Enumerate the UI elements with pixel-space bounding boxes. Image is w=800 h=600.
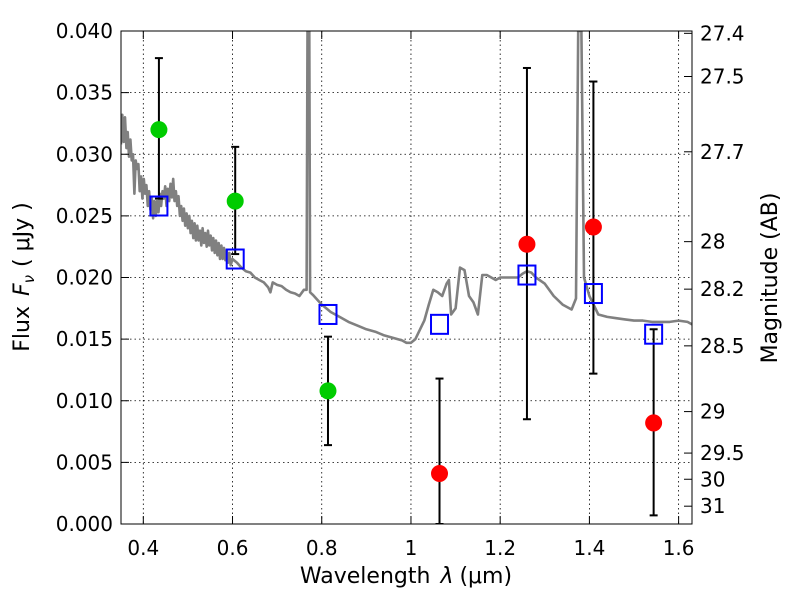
y-tick-label: 0.005	[56, 450, 113, 474]
y-tick-labels: 0.000 0.005 0.010 0.015 0.020 0.025 0.030 0.035…	[56, 19, 113, 536]
x-tick-label: 0.6	[217, 536, 249, 560]
y-tick-label: 0.000	[56, 512, 113, 536]
data-point	[319, 382, 337, 400]
y2-tick-label: 29.5	[700, 441, 745, 465]
grid-lines	[121, 31, 692, 524]
x-tick-label: 1	[405, 536, 418, 560]
x-tick-label: 1.4	[573, 536, 605, 560]
model-point	[149, 195, 169, 217]
model-spectrum-layer	[121, 31, 692, 345]
model-spectrum-line	[121, 31, 692, 345]
y2-tick-label: 28	[700, 230, 725, 254]
y-tick-label: 0.020	[56, 266, 113, 290]
x-tick-label: 0.4	[127, 536, 159, 560]
y-tick-label: 0.040	[56, 19, 113, 43]
model-point	[583, 283, 603, 305]
data-point	[150, 121, 168, 139]
x-tick-label: 1.2	[484, 536, 516, 560]
model-point	[318, 303, 338, 325]
data-point	[431, 464, 449, 482]
y-tick-label: 0.025	[56, 204, 113, 228]
data-markers	[149, 121, 664, 482]
y-tick-label: 0.015	[56, 327, 113, 351]
y2-tick-label: 27.5	[700, 65, 745, 89]
y2-tick-label: 28.2	[700, 277, 745, 301]
y2-axis-label: Magnitude (AB)	[758, 193, 783, 364]
x-tick-label: 0.8	[306, 536, 338, 560]
x-tick-labels: 0.4 0.6 0.8 1 1.2 1.4 1.6	[127, 536, 694, 560]
data-point	[226, 192, 244, 210]
data-point	[584, 218, 602, 236]
model-point	[517, 264, 537, 286]
y2-tick-label: 29	[700, 400, 725, 424]
magnitude-tick-labels: 27.4 27.5 27.7 28 28.2 28.5 29 29.530 31	[700, 21, 745, 518]
x-axis-label: Wavelength λ (μm)	[300, 564, 512, 589]
y2-tick-label: 27.4	[700, 21, 745, 45]
model-point	[644, 323, 664, 345]
y2-tick-label: 31	[700, 494, 725, 518]
y-axis-label: FluxFν( μJy )	[10, 202, 38, 351]
model-point	[225, 248, 245, 270]
y-tick-label: 0.030	[56, 142, 113, 166]
y2-tick-label: 27.7	[700, 140, 745, 164]
axis-ticks	[121, 30, 692, 525]
y2-tick-label: 28.5	[700, 334, 745, 358]
data-point	[645, 414, 663, 432]
data-point	[518, 235, 536, 253]
y-tick-label: 0.035	[56, 81, 113, 105]
model-point	[430, 313, 450, 335]
x-tick-label: 1.6	[663, 536, 695, 560]
y-tick-label: 0.010	[56, 389, 113, 413]
y2-tick-label: 30	[700, 467, 725, 491]
